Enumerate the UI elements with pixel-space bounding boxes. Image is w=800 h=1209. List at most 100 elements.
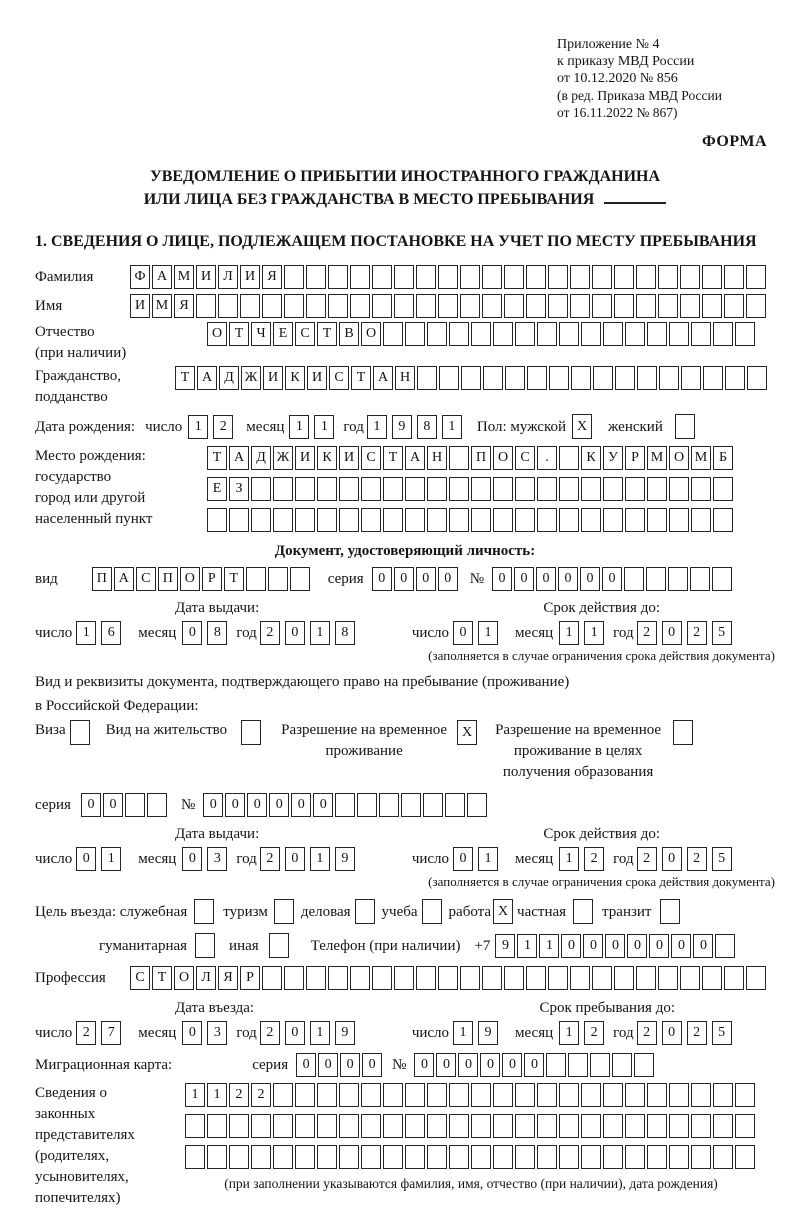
profession-cell[interactable]	[570, 966, 590, 990]
purpose-work-checkbox[interactable]: X	[493, 899, 514, 924]
patronymic-cell[interactable]: Ч	[251, 322, 271, 346]
birth-year-cell[interactable]: 1	[366, 414, 387, 439]
representatives-line3-cell[interactable]	[625, 1145, 645, 1169]
profession-cell[interactable]: Я	[218, 966, 238, 990]
representatives-line1-cell[interactable]	[471, 1083, 491, 1107]
birthplace-line2-cell[interactable]	[669, 477, 689, 501]
given-name-cell[interactable]: И	[130, 294, 150, 318]
representatives-line2-cell[interactable]	[713, 1114, 733, 1138]
profession-cell[interactable]	[350, 966, 370, 990]
profession-cell[interactable]: С	[130, 966, 150, 990]
doc-number-cell[interactable]: 0	[514, 567, 534, 591]
birthplace-line2-cell[interactable]	[625, 477, 645, 501]
phone-cell[interactable]	[715, 933, 736, 958]
surname-cell[interactable]: Ф	[130, 265, 150, 289]
representatives-line1-cell[interactable]	[625, 1083, 645, 1107]
surname-cell[interactable]	[350, 265, 370, 289]
birthplace-line1-cell[interactable]: О	[493, 446, 513, 470]
representatives-line3-cell[interactable]	[713, 1145, 733, 1169]
representatives-line3-cell[interactable]	[603, 1145, 623, 1169]
patronymic-cell[interactable]	[581, 322, 601, 346]
citizenship-cell[interactable]: К	[285, 366, 305, 390]
representatives-line3-cell[interactable]	[295, 1145, 315, 1169]
profession-cell[interactable]	[526, 966, 546, 990]
birthplace-line3-cell[interactable]	[229, 508, 249, 532]
given-name-cell[interactable]: Я	[174, 294, 194, 318]
permit-number-cell[interactable]	[445, 793, 466, 817]
migcard-number-cell[interactable]	[546, 1053, 567, 1077]
birthplace-line3-cell[interactable]	[339, 508, 359, 532]
given-name-cell[interactable]	[218, 294, 238, 318]
representatives-line3-cell[interactable]	[361, 1145, 381, 1169]
given-name-cell[interactable]	[526, 294, 546, 318]
stay-until-month-cell[interactable]: 1	[559, 1021, 580, 1045]
profession-cell[interactable]: Т	[152, 966, 172, 990]
profession-cell[interactable]: О	[174, 966, 194, 990]
representatives-line3-cell[interactable]	[207, 1145, 227, 1169]
patronymic-cell[interactable]	[471, 322, 491, 346]
birthplace-line2-cell[interactable]	[647, 477, 667, 501]
permit-number-cell[interactable]: 0	[269, 793, 290, 817]
birthplace-line3-cell[interactable]	[625, 508, 645, 532]
citizenship-cell[interactable]	[483, 366, 503, 390]
permit-issue-year-cell[interactable]: 9	[334, 847, 355, 871]
birthplace-line3-cell[interactable]	[295, 508, 315, 532]
doc-number-cell[interactable]	[624, 567, 644, 591]
representatives-line2-cell[interactable]	[383, 1114, 403, 1138]
representatives-line3-cell[interactable]	[647, 1145, 667, 1169]
birthplace-line3-cell[interactable]	[493, 508, 513, 532]
birthplace-line3-cell[interactable]	[449, 508, 469, 532]
surname-cell[interactable]	[570, 265, 590, 289]
surname-cell[interactable]	[328, 265, 348, 289]
migcard-number-cell[interactable]	[568, 1053, 589, 1077]
citizenship-cell[interactable]	[527, 366, 547, 390]
doc-expiry-year-cell[interactable]: 2	[636, 621, 657, 645]
phone-cell[interactable]: 0	[605, 933, 626, 958]
purpose-transit-checkbox[interactable]	[660, 899, 681, 924]
phone-cell[interactable]: 0	[671, 933, 692, 958]
doc-issue-year-cell[interactable]: 1	[309, 621, 330, 645]
representatives-line1-cell[interactable]	[295, 1083, 315, 1107]
surname-cell[interactable]	[504, 265, 524, 289]
representatives-line1-cell[interactable]	[493, 1083, 513, 1107]
given-name-cell[interactable]	[394, 294, 414, 318]
surname-cell[interactable]	[306, 265, 326, 289]
given-name-cell[interactable]	[636, 294, 656, 318]
surname-cell[interactable]	[394, 265, 414, 289]
purpose-business-checkbox[interactable]	[354, 899, 375, 924]
citizenship-cell[interactable]	[439, 366, 459, 390]
doc-series-cell[interactable]: 0	[437, 567, 458, 591]
patronymic-cell[interactable]: С	[295, 322, 315, 346]
doc-type-cell[interactable]: П	[91, 567, 112, 591]
representatives-line3-cell[interactable]	[273, 1145, 293, 1169]
doc-expiry-month-cell[interactable]: 1	[559, 621, 580, 645]
given-name-cell[interactable]	[284, 294, 304, 318]
profession-cell[interactable]	[482, 966, 502, 990]
surname-cell[interactable]: Я	[262, 265, 282, 289]
representatives-line2-cell[interactable]	[669, 1114, 689, 1138]
citizenship-cell[interactable]	[461, 366, 481, 390]
citizenship-cell[interactable]	[637, 366, 657, 390]
representatives-line2-cell[interactable]	[229, 1114, 249, 1138]
patronymic-cell[interactable]	[669, 322, 689, 346]
birthplace-line3-cell[interactable]	[405, 508, 425, 532]
representatives-line2-cell[interactable]	[559, 1114, 579, 1138]
representatives-line2-cell[interactable]	[405, 1114, 425, 1138]
permit-number-cell[interactable]	[335, 793, 356, 817]
birthplace-line3-cell[interactable]	[427, 508, 447, 532]
migcard-series-cell[interactable]: 0	[296, 1053, 317, 1077]
representatives-line3-cell[interactable]	[515, 1145, 535, 1169]
surname-cell[interactable]: И	[196, 265, 216, 289]
given-name-cell[interactable]	[262, 294, 282, 318]
birthplace-line3-cell[interactable]	[383, 508, 403, 532]
representatives-line1-cell[interactable]	[273, 1083, 293, 1107]
doc-type-cell[interactable]: Т	[223, 567, 244, 591]
representatives-line1-cell[interactable]	[669, 1083, 689, 1107]
purpose-private-checkbox[interactable]	[573, 899, 594, 924]
birthplace-line1-cell[interactable]: О	[669, 446, 689, 470]
citizenship-cell[interactable]	[659, 366, 679, 390]
representatives-line2-cell[interactable]	[427, 1114, 447, 1138]
representatives-line1-cell[interactable]	[383, 1083, 403, 1107]
surname-cell[interactable]: М	[174, 265, 194, 289]
birthplace-line2-cell[interactable]	[427, 477, 447, 501]
